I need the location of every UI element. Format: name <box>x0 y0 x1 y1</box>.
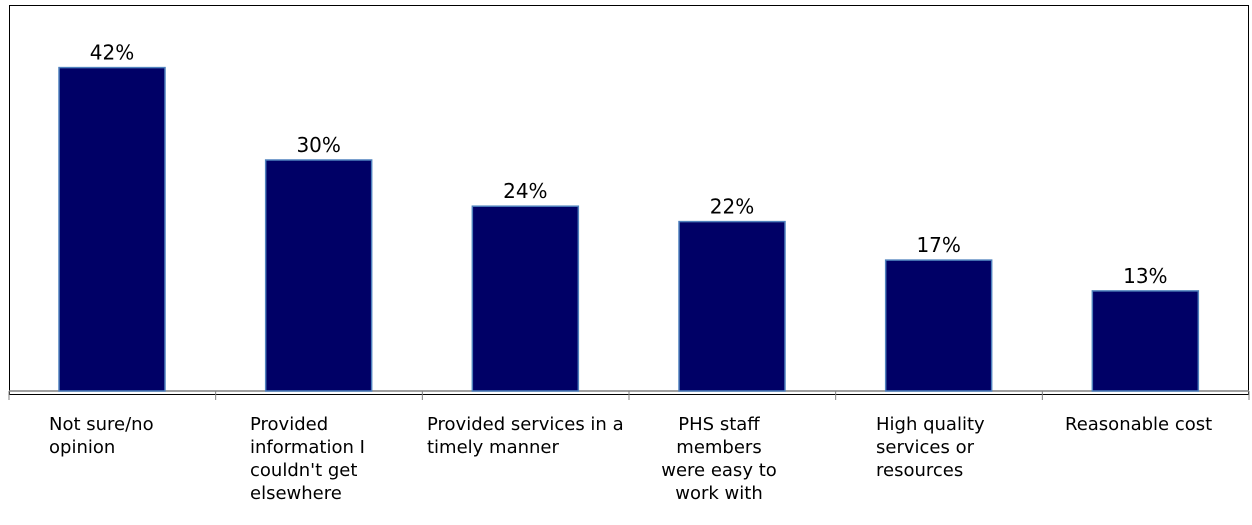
bar <box>884 259 993 392</box>
bar-value-label: 24% <box>503 179 547 203</box>
chart-frame <box>9 5 1249 395</box>
bar <box>1091 290 1200 392</box>
bar <box>58 66 166 392</box>
category-label-not-sure: Not sure/no opinion <box>49 414 154 458</box>
bar <box>471 205 580 392</box>
category-label-reasonable-cost: Reasonable cost <box>1065 414 1213 435</box>
bar-value-label: 22% <box>710 195 754 219</box>
category-label-timely-manner: Provided services in a timely manner <box>427 414 624 458</box>
bar-value-label: 17% <box>916 233 960 257</box>
bar-value-label: 13% <box>1123 264 1167 288</box>
category-label-high-quality: High quality services or resources <box>876 414 985 481</box>
bar-value-label: 30% <box>296 133 340 157</box>
bar <box>678 220 786 392</box>
bar <box>264 159 373 392</box>
category-label-provided-information: Provided information I couldn't get else… <box>250 414 365 504</box>
category-label-phs-staff: PHS staff members were easy to work with <box>661 414 777 504</box>
bar-value-label: 42% <box>90 41 134 65</box>
